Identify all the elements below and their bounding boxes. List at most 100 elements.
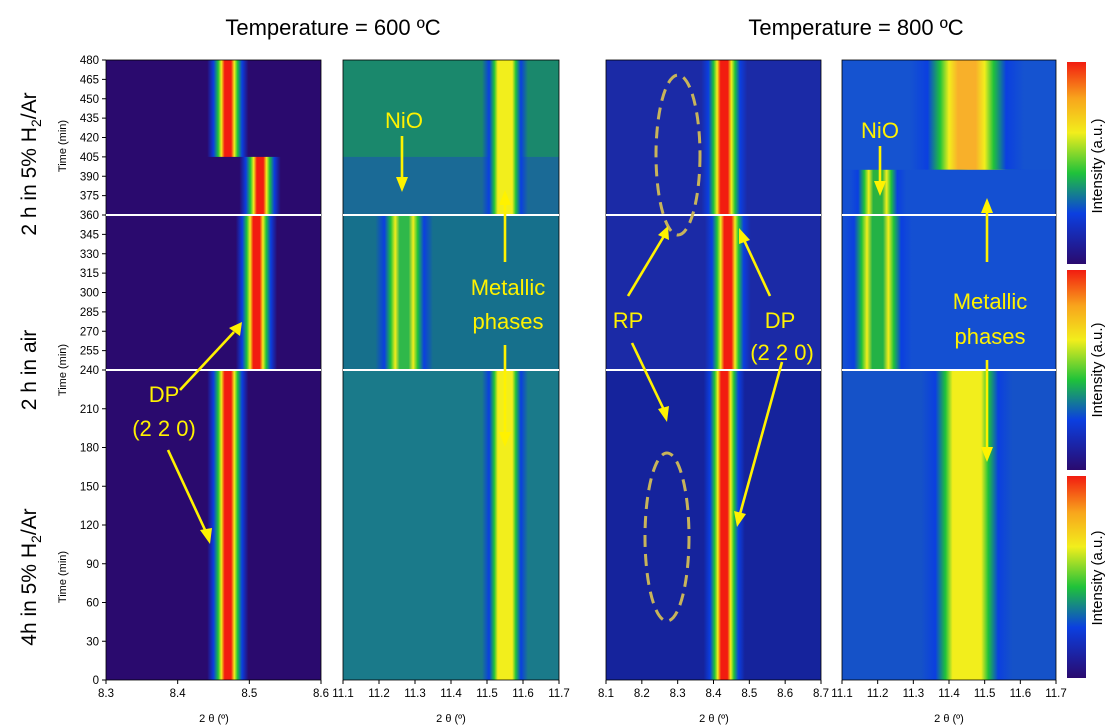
row-label-reduction-4h-tail: /Ar (18, 508, 41, 535)
x-axis-label-dp-600: 2 θ (º) (199, 713, 229, 725)
column-title-800: Temperature = 800 ºC (748, 15, 963, 40)
y-axis-label-middle: Time (min) (57, 344, 69, 396)
y-tick-label-18: 390 (80, 171, 99, 183)
y-tick-label-5: 150 (80, 481, 99, 493)
heatmap-segment-dp-600-0 (106, 370, 321, 680)
x-tick-label-dp-600-0: 8.3 (98, 688, 114, 700)
colorbar-label-bottom: Intensity (a.u.) (1089, 530, 1106, 625)
y-tick-label-7: 210 (80, 404, 99, 416)
rp-ellipse-top (654, 73, 702, 237)
y-tick-label-1: 30 (86, 636, 99, 648)
y-tick-label-22: 450 (80, 94, 99, 106)
arrow-head-nio-800 (874, 181, 886, 196)
arrow-dp-600-down (166, 449, 208, 533)
x-tick-label-dp-800-2: 8.3 (670, 688, 686, 700)
x-tick-label-ni-800-2: 11.3 (903, 688, 925, 700)
y-tick-label-21: 435 (80, 113, 99, 125)
heatmap-panel-dp-600 (105, 59, 322, 681)
y-tick-label-23: 465 (80, 74, 99, 86)
y-tick-label-0: 0 (93, 675, 99, 687)
x-tick-label-ni-600-2: 11.3 (404, 688, 426, 700)
x-tick-label-dp-800-3: 8.4 (706, 688, 723, 700)
arrow-head-dp-600-down (200, 528, 212, 544)
annotation-metallic-600: Metallic (471, 275, 546, 300)
x-tick-label-dp-600-1: 8.4 (170, 688, 187, 700)
heatmap-segment-dp-800-0 (606, 370, 821, 680)
row-label-reduction-2h: 2 h in 5% H2/Ar (18, 92, 44, 235)
arrow-dp-800-up (742, 239, 772, 297)
annotation-phases-800: phases (955, 324, 1026, 349)
arrow-head-dp-800-down (734, 511, 746, 527)
arrow-rp-down (630, 342, 666, 411)
y-tick-label-19: 405 (80, 152, 99, 164)
annotation-phases-600: phases (473, 309, 544, 334)
y-tick-label-8: 240 (80, 365, 99, 377)
arrow-head-dp-600-up (229, 322, 242, 336)
row-label-reduction-4h-text: 4h in 5% H (18, 543, 41, 646)
x-tick-label-dp-800-0: 8.1 (598, 688, 614, 700)
y-tick-label-16: 360 (80, 210, 99, 222)
column-title-600: Temperature = 600 ºC (225, 15, 440, 40)
heatmap-panel-ni-800 (841, 59, 1057, 681)
y-tick-label-11: 285 (80, 307, 99, 319)
y-tick-label-12: 300 (80, 288, 99, 300)
annotation-dp-600: DP (149, 382, 180, 407)
annotation-rp: RP (613, 308, 644, 333)
x-tick-label-ni-600-4: 11.5 (476, 688, 498, 700)
y-tick-label-15: 345 (80, 229, 99, 241)
x-tick-label-dp-800-4: 8.5 (741, 688, 757, 700)
annotation-dp-plane-600: (2 2 0) (132, 416, 196, 441)
row-label-reduction-4h-sub: 2 (28, 535, 44, 543)
y-tick-label-17: 375 (80, 191, 99, 203)
y-tick-label-14: 330 (80, 249, 99, 261)
heatmap-segment-dp-800-1 (606, 215, 821, 370)
x-tick-label-ni-800-3: 11.4 (938, 688, 960, 700)
row-label-reduction-2h-text: 2 h in 5% H (18, 127, 41, 236)
row-label-air-2h-text: 2 h in air (18, 330, 41, 411)
annotation-nio-600: NiO (385, 108, 423, 133)
rp-ellipse-bottom (643, 451, 691, 623)
x-tick-label-ni-600-5: 11.6 (512, 688, 534, 700)
annotation-dp-800: DP (765, 308, 796, 333)
arrow-head-metallic-600-down (499, 432, 511, 447)
y-tick-label-10: 270 (80, 326, 99, 338)
heatmap-panel-ni-600 (342, 59, 560, 681)
arrow-rp-up (626, 235, 666, 297)
heatmap-shift-dp-600 (106, 156, 321, 215)
x-tick-label-ni-800-0: 11.1 (831, 688, 853, 700)
y-tick-label-13: 315 (80, 268, 99, 280)
x-tick-label-ni-800-4: 11.5 (974, 688, 996, 700)
y-tick-label-3: 90 (86, 559, 99, 571)
heatmap-segment-dp-800-2 (606, 60, 821, 215)
annotation-arrows (166, 136, 993, 544)
heatmap-panel-dp-800 (605, 59, 822, 681)
x-tick-label-ni-600-0: 11.1 (332, 688, 354, 700)
colorbar-1 (1067, 270, 1086, 470)
heatmap-nio-800-top (842, 169, 1056, 215)
x-tick-label-ni-600-1: 11.2 (368, 688, 390, 700)
colorbar-label-middle: Intensity (a.u.) (1089, 322, 1106, 417)
annotation-metallic-800: Metallic (953, 289, 1028, 314)
row-label-air-2h: 2 h in air (18, 330, 41, 411)
annotation-nio-800: NiO (861, 118, 899, 143)
heatmap-segment-ni-800-0 (842, 370, 1056, 680)
heatmap-segment-ni-600-0 (343, 370, 559, 680)
arrow-dp-800-down (738, 361, 784, 515)
arrow-head-dp-800-up (739, 228, 750, 244)
y-tick-label-24: 480 (80, 55, 99, 67)
row-label-reduction-2h-sub: 2 (28, 119, 44, 127)
heatmap-metallic-600-top (343, 60, 559, 157)
y-tick-label-4: 120 (80, 520, 99, 532)
colorbar-2 (1067, 476, 1086, 678)
y-axis-label-top: Time (min) (57, 120, 69, 172)
x-tick-label-dp-600-2: 8.5 (241, 688, 257, 700)
y-tick-label-20: 420 (80, 133, 99, 145)
x-axis-label-dp-800: 2 θ (º) (699, 713, 729, 725)
arrow-head-metallic-600-up (499, 190, 511, 205)
arrow-head-nio-600 (396, 177, 408, 192)
x-axis-label-ni-600: 2 θ (º) (436, 713, 466, 725)
arrow-head-rp-up (658, 226, 669, 240)
y-axis-label-bottom: Time (min) (57, 551, 69, 603)
x-tick-label-ni-800-5: 11.6 (1010, 688, 1032, 700)
